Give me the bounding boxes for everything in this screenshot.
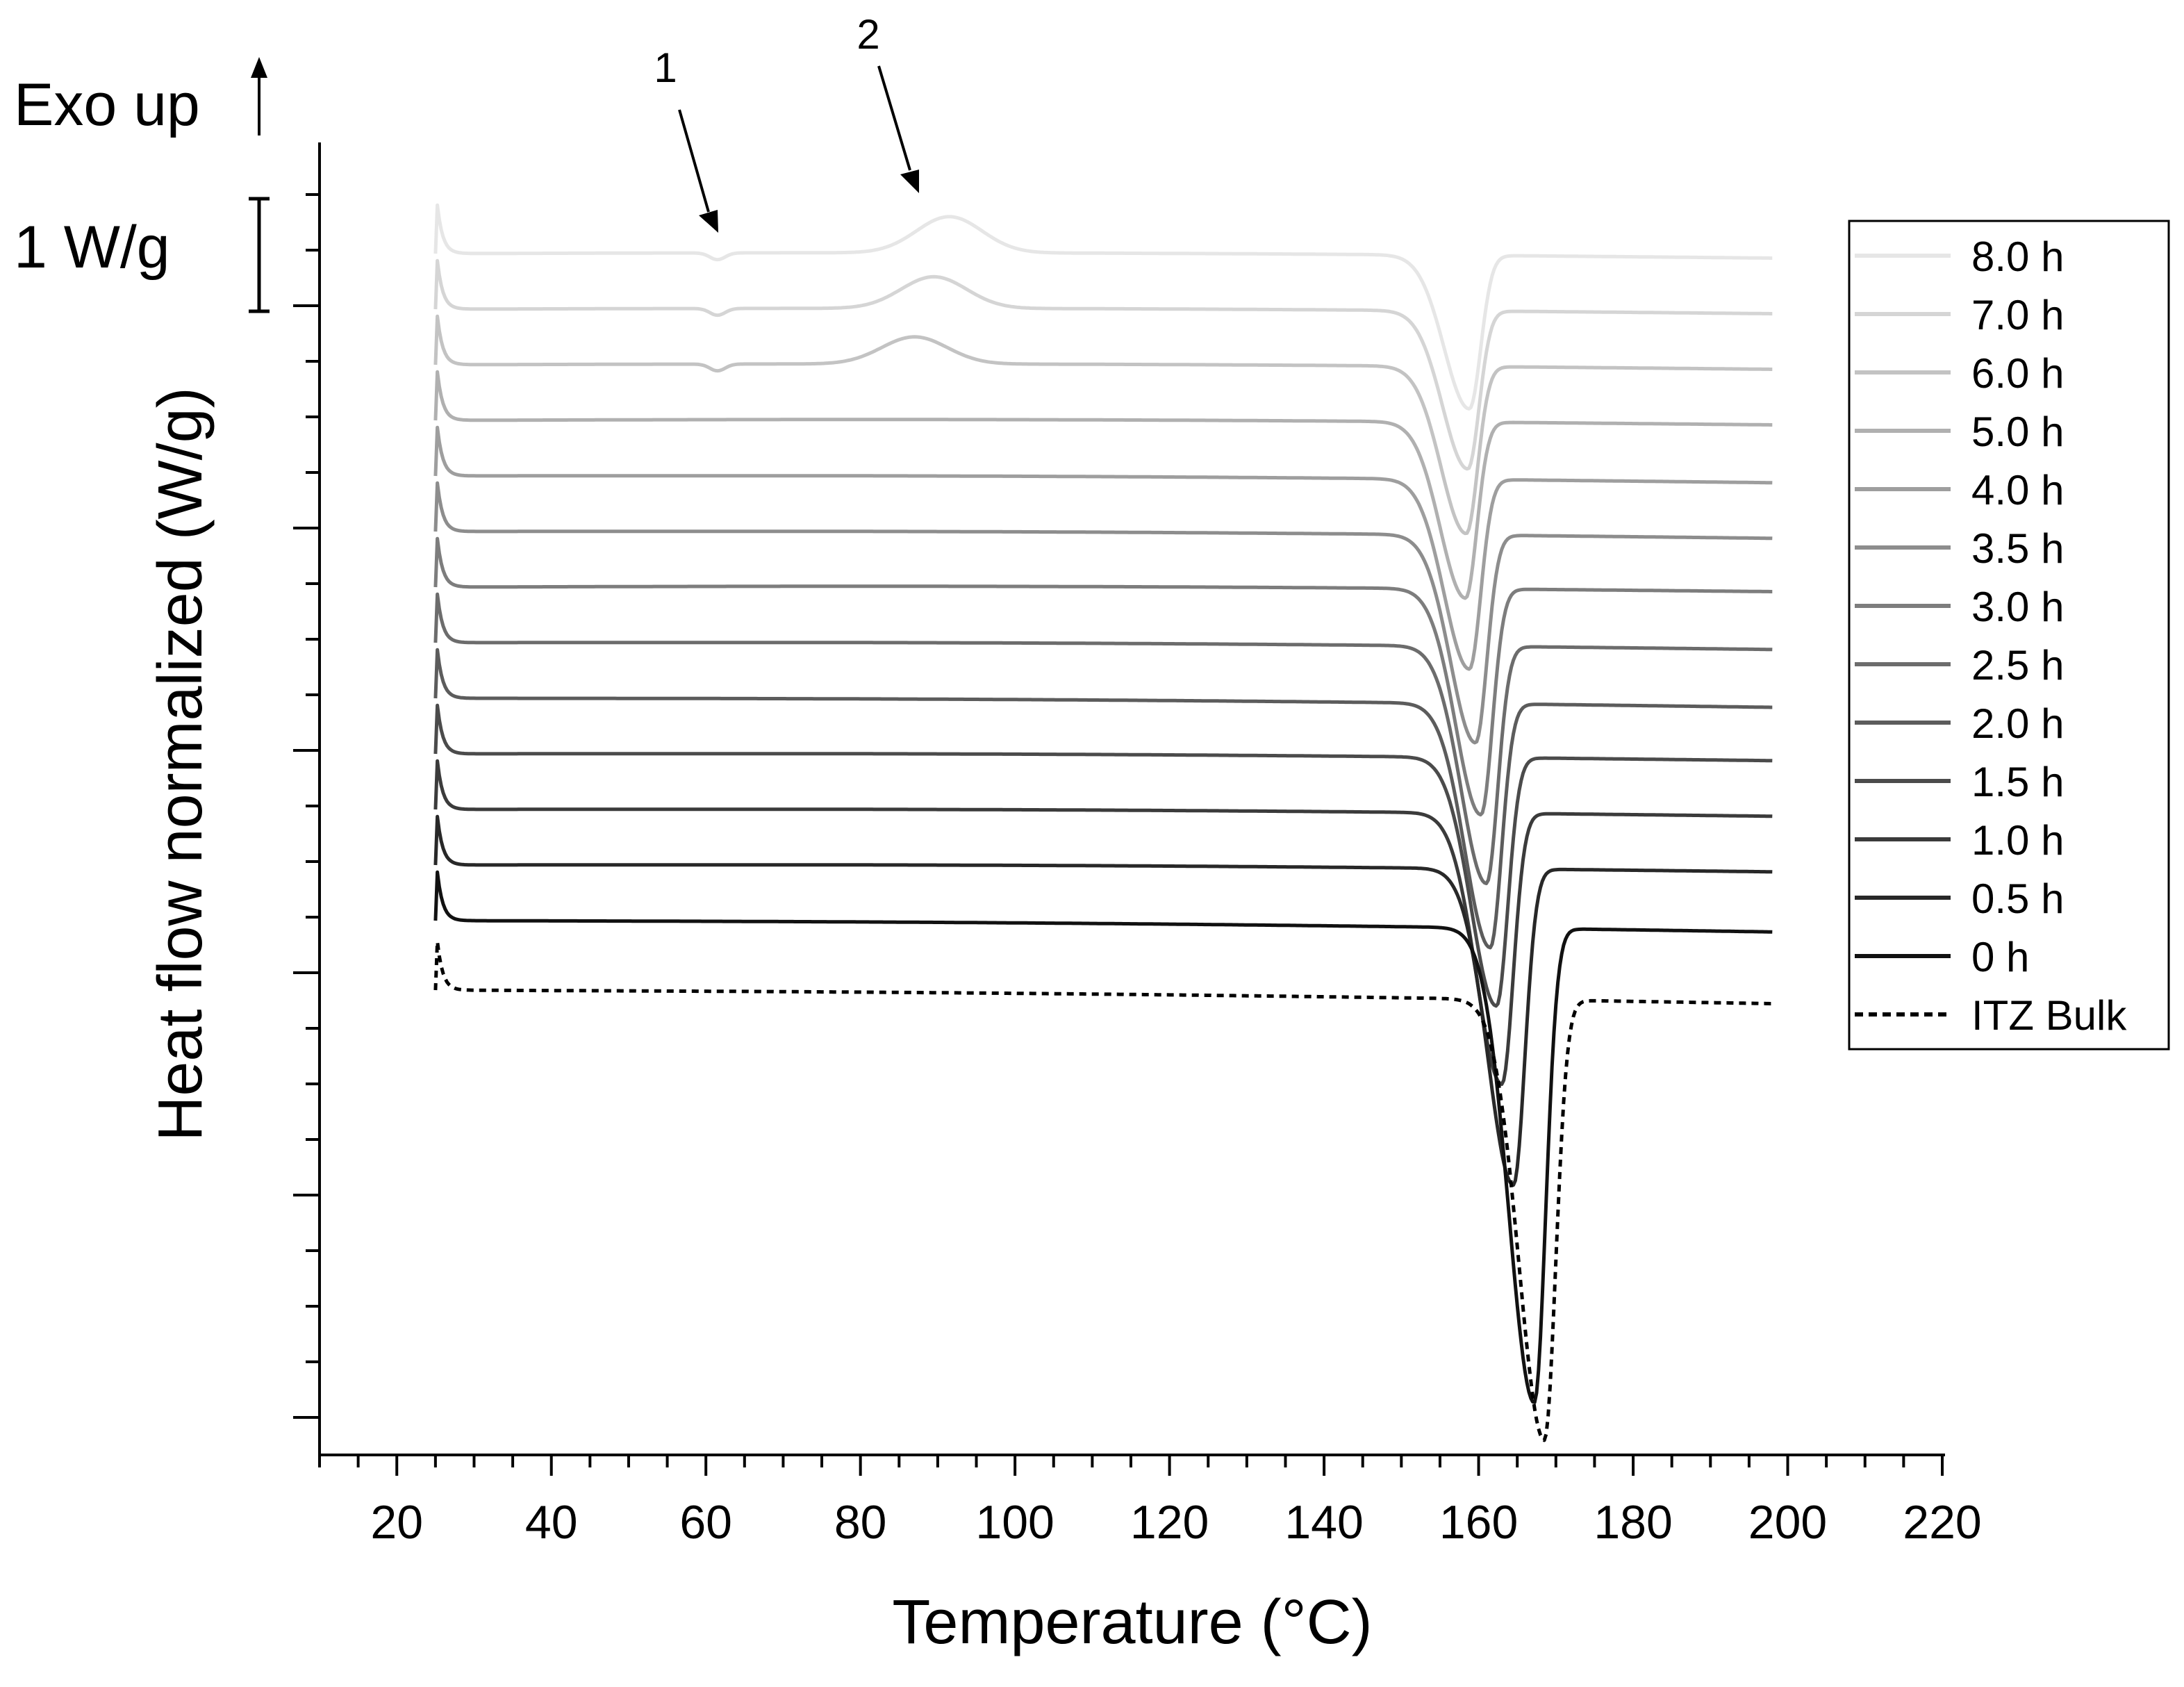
annotation-2-arrow-icon	[877, 65, 919, 193]
y-ticks	[293, 193, 320, 1419]
y-axis-title: Heat flow normalized (W/g)	[146, 387, 215, 1141]
x-tick-label: 200	[1748, 1496, 1827, 1549]
legend-label: 4.0 h	[1971, 467, 2064, 513]
annotation-1-arrow-icon	[678, 109, 718, 233]
legend-label: 8.0 h	[1971, 233, 2064, 280]
x-tick-label: 180	[1594, 1496, 1672, 1549]
annotation-1-label: 1	[654, 44, 677, 91]
x-ticks: 20 40 60 80 100 120 140 160 180 200 220	[318, 1456, 1982, 1549]
legend: 8.0 h 7.0 h 6.0 h 5.0 h 4.0 h 3.5 h 3.0 h 2.5 h…	[1855, 233, 2127, 1039]
series-line-1-5-h	[433, 703, 1773, 1008]
x-tick-label: 20	[370, 1496, 423, 1549]
series-line-2-0-h	[433, 648, 1773, 950]
x-tick-label: 120	[1130, 1496, 1209, 1549]
series-line-6-0-h	[433, 314, 1773, 536]
legend-box	[1848, 220, 2170, 1051]
exo-up-label: Exo up	[14, 72, 200, 138]
legend-label: ITZ Bulk	[1971, 992, 2127, 1039]
x-tick-label: 160	[1439, 1496, 1518, 1549]
x-tick-label: 40	[525, 1496, 578, 1549]
scale-bar-label: 1 W/g	[14, 214, 170, 281]
series-line-itz-bulk	[433, 939, 1773, 1442]
legend-label: 2.5 h	[1971, 642, 2064, 689]
legend-label: 5.0 h	[1971, 409, 2064, 455]
x-tick-label: 140	[1284, 1496, 1363, 1549]
series-line-0-5-h	[433, 814, 1773, 1187]
series-line-8-0-h	[433, 203, 1773, 411]
series-line-1-0-h	[433, 759, 1773, 1086]
series-line-5-0-h	[433, 370, 1773, 600]
legend-label: 3.5 h	[1971, 525, 2064, 572]
exo-up-arrow-icon	[251, 57, 267, 135]
series-line-3-0-h	[433, 536, 1773, 817]
legend-label: 0.5 h	[1971, 875, 2064, 922]
legend-label: 6.0 h	[1971, 350, 2064, 397]
series-group	[433, 203, 1773, 1442]
series-line-3-5-h	[433, 481, 1773, 745]
legend-label: 1.0 h	[1971, 817, 2064, 864]
series-line-0-h	[433, 870, 1773, 1404]
scale-bar	[249, 197, 270, 313]
x-tick-label: 80	[834, 1496, 887, 1549]
x-tick-label: 220	[1903, 1496, 1981, 1549]
annotation-2-label: 2	[857, 11, 879, 58]
series-line-4-0-h	[433, 425, 1773, 671]
x-tick-label: 100	[975, 1496, 1054, 1549]
legend-label: 1.5 h	[1971, 759, 2064, 805]
legend-label: 0 h	[1971, 934, 2029, 980]
legend-label: 3.0 h	[1971, 584, 2064, 630]
x-tick-label: 60	[679, 1496, 732, 1549]
legend-label: 7.0 h	[1971, 292, 2064, 338]
series-line-2-5-h	[433, 592, 1773, 885]
series-line-7-0-h	[433, 258, 1773, 471]
x-axis-title: Temperature (°C)	[892, 1588, 1372, 1657]
legend-label: 2.0 h	[1971, 700, 2064, 747]
